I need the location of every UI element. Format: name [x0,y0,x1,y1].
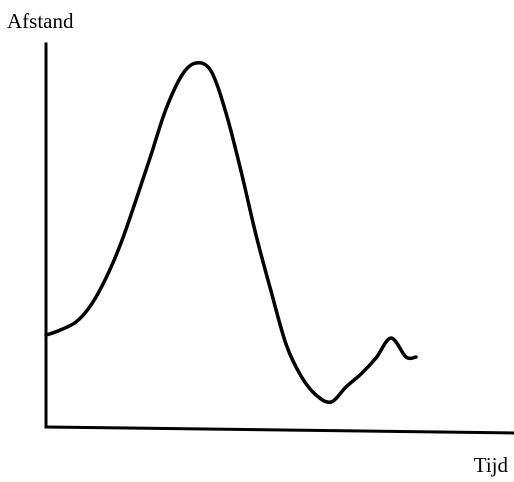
x-axis-line [44,425,514,435]
y-axis-label: Afstand [7,9,74,33]
x-axis-label: Tijd [473,453,508,477]
distance-curve [44,61,418,404]
